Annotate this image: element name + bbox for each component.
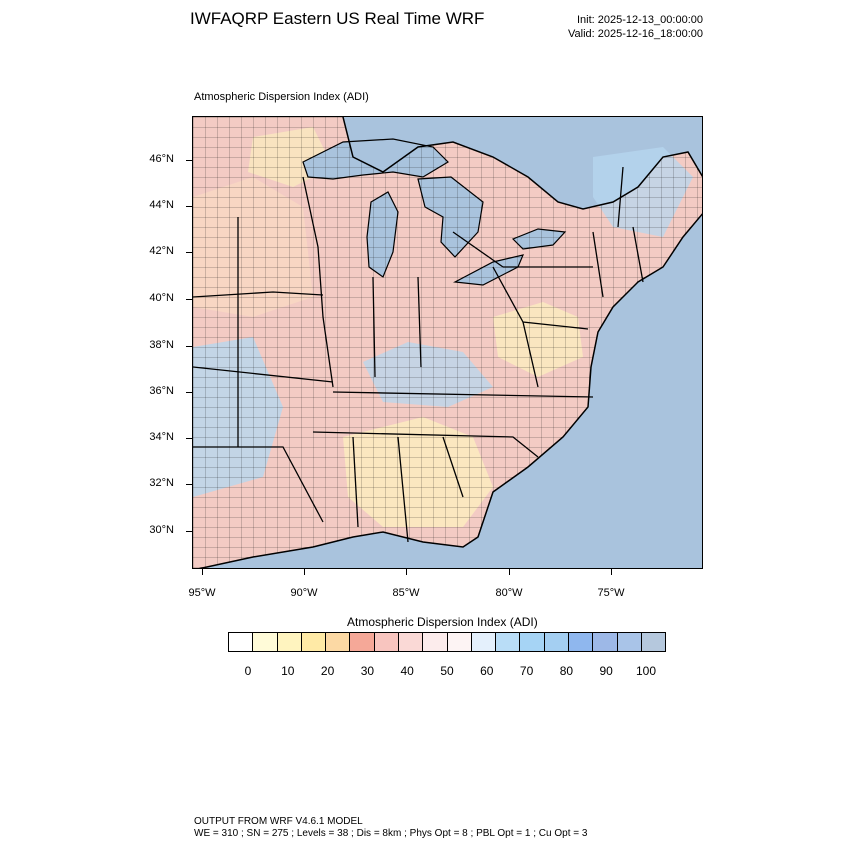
colorbar-box [326, 633, 351, 651]
map-svg [193, 117, 702, 568]
colorbar-box [471, 633, 497, 651]
colorbar-tick-label: 40 [400, 664, 414, 678]
lat-tick [186, 206, 192, 207]
colorbar-tick-label: 70 [519, 664, 534, 678]
colorbar-box [350, 633, 375, 651]
lat-label-46: 46°N [149, 153, 174, 165]
run-info: Init: 2025-12-13_00:00:00 Valid: 2025-12… [568, 13, 703, 41]
lon-label-85: 85°W [392, 587, 420, 599]
colorbar-box [374, 633, 399, 651]
colorbar-tick-label: 10 [281, 664, 295, 678]
colorbar-tick-label: 30 [360, 664, 375, 678]
colorbar-tick-label: 90 [599, 664, 613, 678]
lon-tick [202, 569, 203, 575]
lat-label-42: 42°N [149, 245, 174, 257]
colorbar-box [593, 633, 618, 651]
lat-label-40: 40°N [149, 292, 174, 304]
lat-label-34: 34°N [149, 431, 174, 443]
plot-label: Atmospheric Dispersion Index (ADI) [194, 91, 369, 103]
colorbar-box [544, 633, 569, 651]
lat-tick [186, 346, 192, 347]
lon-label-75: 75°W [597, 587, 625, 599]
lon-label-95: 95°W [188, 587, 216, 599]
lat-tick [186, 531, 192, 532]
colorbar-tick-label: 50 [440, 664, 454, 678]
colorbar-tick-label: 0 [244, 664, 252, 678]
colorbar-tick-label: 20 [320, 664, 335, 678]
colorbar-box [520, 633, 545, 651]
colorbar-box [496, 633, 521, 651]
colorbar-box [447, 633, 472, 651]
lon-tick [304, 569, 305, 575]
colorbar [228, 632, 666, 652]
lat-label-32: 32°N [149, 477, 174, 489]
lat-label-36: 36°N [149, 385, 174, 397]
lon-label-90: 90°W [290, 587, 318, 599]
lat-tick [186, 392, 192, 393]
lat-tick [186, 299, 192, 300]
footer-line-2: WE = 310 ; SN = 275 ; Levels = 38 ; Dis … [194, 828, 588, 839]
lon-label-80: 80°W [495, 587, 523, 599]
colorbar-box [253, 633, 278, 651]
init-time: Init: 2025-12-13_00:00:00 [577, 14, 703, 26]
colorbar-box [301, 633, 327, 651]
coastline [198, 117, 702, 568]
lat-label-38: 38°N [149, 339, 174, 351]
colorbar-tick-label: 60 [480, 664, 494, 678]
lat-tick [186, 484, 192, 485]
lon-tick [509, 569, 510, 575]
lat-tick [186, 252, 192, 253]
colorbar-box [641, 633, 666, 651]
lon-tick [406, 569, 407, 575]
colorbar-box [398, 633, 424, 651]
lat-tick [186, 438, 192, 439]
colorbar-box [423, 633, 448, 651]
colorbar-tick-label: 80 [559, 664, 574, 678]
colorbar-box [229, 633, 254, 651]
lat-label-44: 44°N [149, 199, 174, 211]
lat-label-30: 30°N [149, 524, 174, 536]
lon-tick [611, 569, 612, 575]
valid-time: Valid: 2025-12-16_18:00:00 [568, 28, 703, 40]
lat-tick [186, 160, 192, 161]
footer-line-1: OUTPUT FROM WRF V4.6.1 MODEL [194, 816, 363, 827]
colorbar-tick-label: 100 [635, 664, 657, 678]
colorbar-title: Atmospheric Dispersion Index (ADI) [347, 615, 538, 629]
map-panel [192, 116, 703, 569]
colorbar-box [277, 633, 302, 651]
colorbar-box [617, 633, 642, 651]
state-borders [193, 166, 644, 543]
colorbar-box [568, 633, 594, 651]
chart-title: IWFAQRP Eastern US Real Time WRF [190, 9, 485, 28]
model-footer: OUTPUT FROM WRF V4.6.1 MODEL WE = 310 ; … [194, 816, 587, 840]
